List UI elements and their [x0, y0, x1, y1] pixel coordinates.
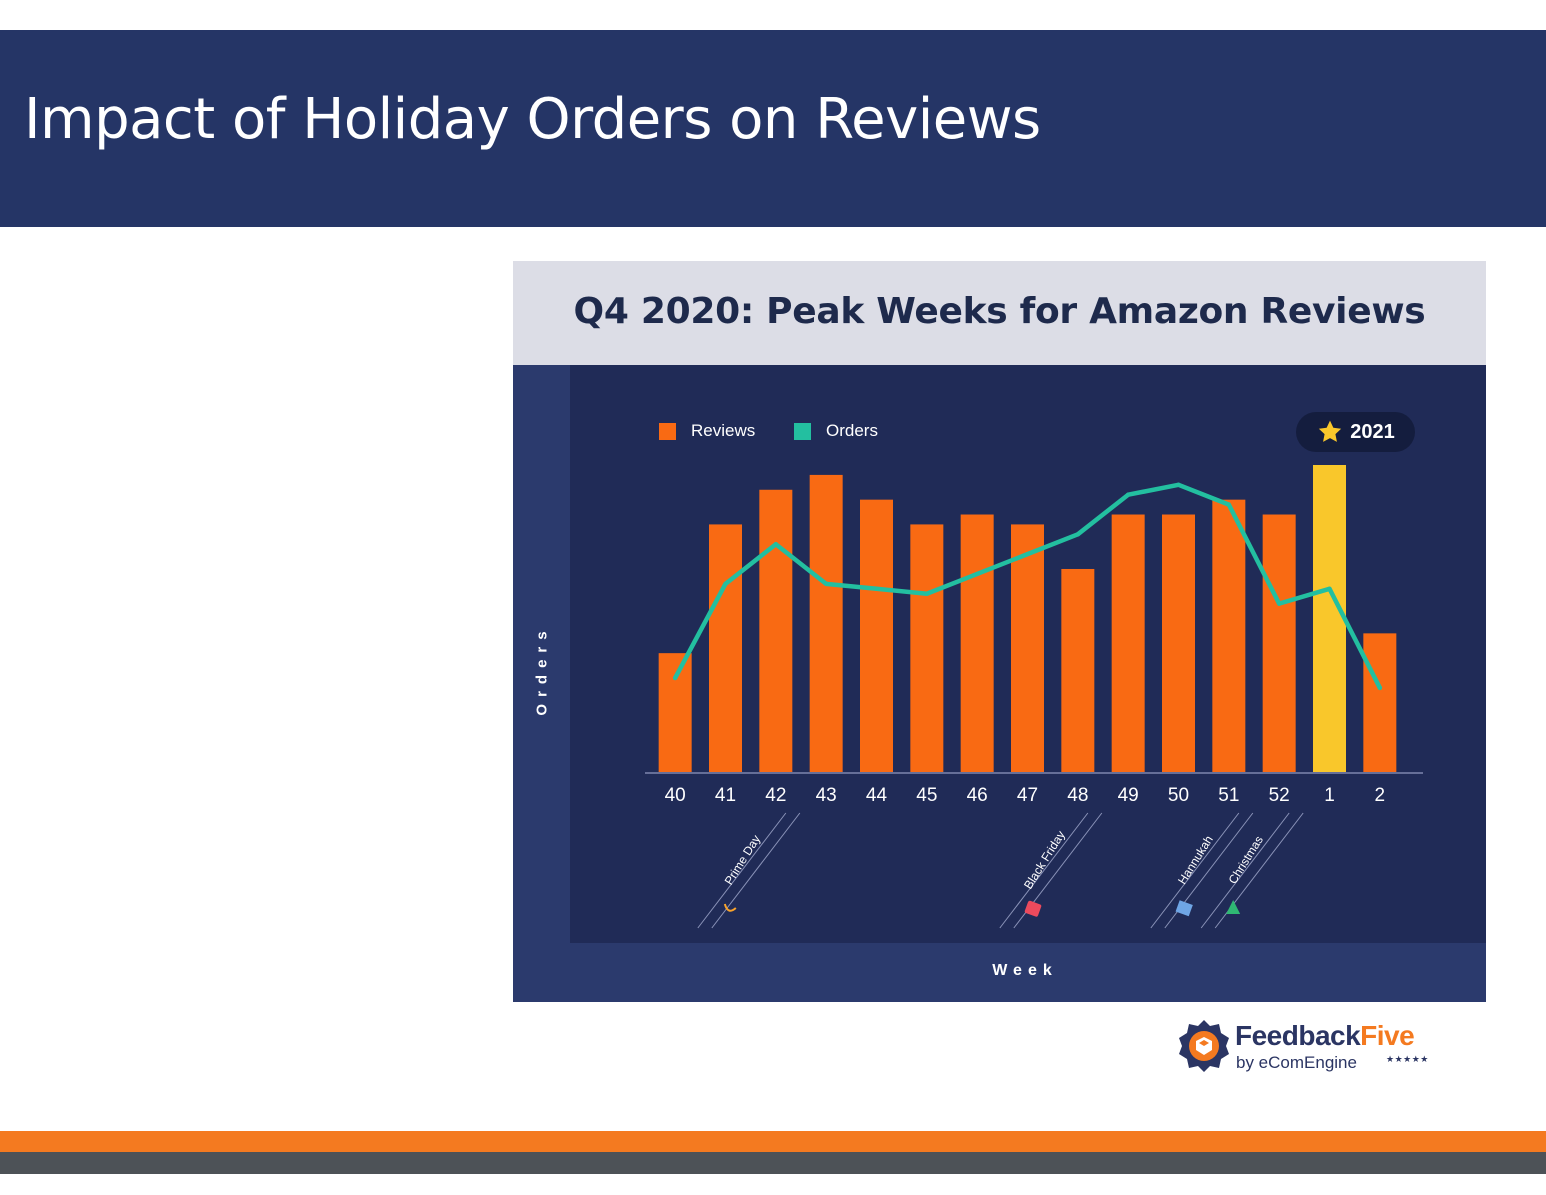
x-tick-label: 48 — [1067, 785, 1088, 806]
slide-header — [0, 30, 1546, 227]
legend-orders: Orders — [794, 421, 878, 441]
x-tick-label: 45 — [916, 785, 937, 806]
x-tick-label: 47 — [1017, 785, 1038, 806]
chart-title-band — [513, 261, 1486, 365]
annotation-label: Black Friday — [1021, 828, 1068, 891]
logo-badge-icon — [1179, 1020, 1229, 1072]
orders-point — [1176, 482, 1181, 488]
orders-point — [1125, 492, 1131, 497]
bar-reviews-highlight — [1313, 465, 1346, 772]
logo-subtitle: by eComEngine — [1236, 1053, 1357, 1072]
bar-reviews — [910, 524, 944, 772]
legend-orders-label: Orders — [826, 421, 878, 440]
chart-title: Q4 2020: Peak Weeks for Amazon Reviews — [573, 291, 1426, 332]
bar-reviews — [1061, 568, 1095, 772]
logo-stars: ★★★★★ — [1386, 1054, 1429, 1064]
slide-title: Impact of Holiday Orders on Reviews — [24, 87, 1041, 152]
orders-point — [723, 581, 728, 587]
x-tick-label: 51 — [1218, 785, 1239, 806]
orders-point — [773, 542, 779, 547]
bar-reviews — [658, 653, 692, 772]
christmas-tree-icon — [1226, 900, 1241, 914]
amazon-smile-icon — [723, 903, 737, 912]
annotation-label: Hannukah — [1175, 833, 1216, 887]
x-axis-label: Week — [992, 962, 1058, 979]
legend-reviews-swatch — [659, 422, 676, 440]
footer-accent-bar — [0, 1131, 1546, 1152]
menorah-icon — [1175, 900, 1193, 917]
x-tick-label: 46 — [967, 785, 988, 806]
annotation-line — [999, 812, 1089, 929]
x-tick-label: 50 — [1168, 785, 1189, 806]
footer-bar — [0, 1152, 1546, 1174]
legend-orders-swatch — [794, 422, 811, 440]
logo-wordmark: FeedbackFive — [1235, 1020, 1415, 1051]
orders-point — [1377, 685, 1383, 691]
bar-reviews — [1011, 524, 1044, 772]
annotation-label: Prime Day — [722, 832, 764, 887]
x-tick-label: 41 — [715, 785, 736, 806]
legend-reviews-label: Reviews — [691, 421, 756, 440]
annotation-line — [1150, 812, 1240, 929]
x-tick-label: 1 — [1324, 785, 1335, 806]
shopping-bag-icon — [1024, 900, 1042, 917]
year-badge-label: 2021 — [1350, 420, 1395, 443]
bar-reviews — [1363, 633, 1397, 772]
bar-reviews — [759, 489, 793, 772]
orders-point — [1327, 586, 1332, 591]
bar-reviews — [1162, 514, 1195, 772]
year-badge: 2021 — [1296, 412, 1415, 452]
x-tick-label: 42 — [765, 785, 786, 806]
bar-reviews — [809, 474, 843, 772]
bar-reviews — [960, 514, 994, 772]
bar-reviews — [1262, 514, 1296, 772]
orders-point — [874, 586, 879, 591]
x-tick-label: 49 — [1118, 785, 1139, 806]
legend-reviews: Reviews — [659, 421, 755, 441]
orders-point — [672, 675, 678, 681]
star-icon — [1319, 420, 1342, 442]
x-tick-label: 40 — [665, 785, 686, 806]
bar-reviews — [860, 499, 893, 772]
orders-point — [974, 571, 980, 577]
orders-point — [1276, 601, 1282, 606]
annotation-line — [1200, 812, 1290, 929]
annotation-line — [711, 812, 801, 929]
orders-point — [1075, 532, 1081, 537]
x-tick-label: 52 — [1269, 785, 1290, 806]
bar-reviews — [1111, 514, 1145, 772]
annotation-line — [697, 812, 787, 929]
orders-point — [823, 581, 829, 587]
orders-point — [1226, 502, 1232, 507]
x-tick-label: 43 — [816, 785, 837, 806]
x-tick-label: 2 — [1375, 785, 1386, 806]
bar-reviews — [1212, 499, 1246, 772]
bar-reviews — [709, 524, 742, 772]
feedbackfive-logo: FeedbackFive by eComEngine ★★★★★ — [1176, 1016, 1446, 1076]
x-tick-label: 44 — [866, 785, 888, 806]
orders-point — [924, 591, 930, 596]
top-strip — [0, 0, 1546, 30]
orders-point — [1025, 551, 1030, 557]
